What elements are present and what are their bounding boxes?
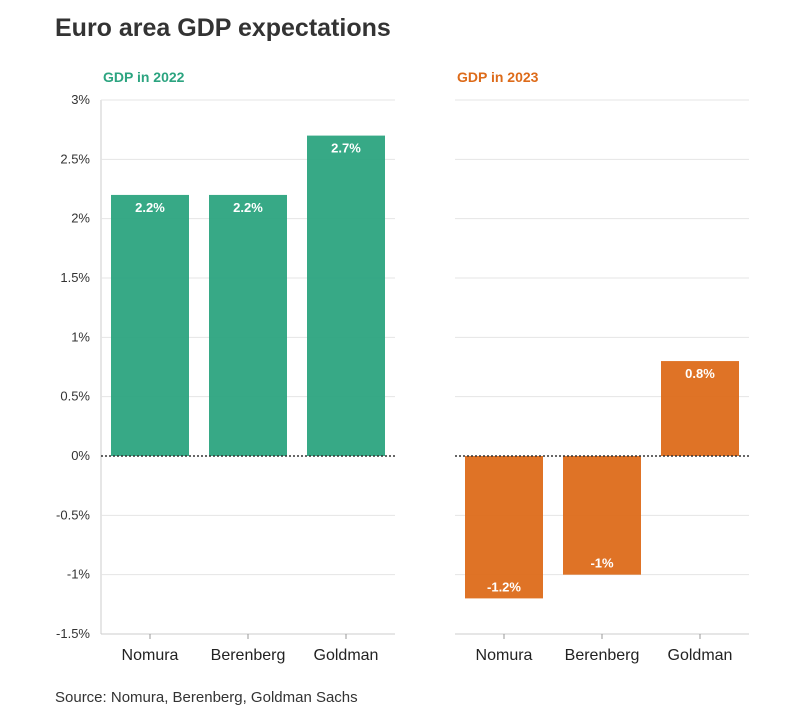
y-tick-label: 1% xyxy=(71,329,90,344)
category-label: Goldman xyxy=(668,647,733,664)
source-note: Source: Nomura, Berenberg, Goldman Sachs xyxy=(55,689,358,706)
y-tick-label: 0.5% xyxy=(60,389,90,404)
bar-goldman xyxy=(661,361,739,456)
y-tick-label: 3% xyxy=(71,92,90,107)
data-label: -1% xyxy=(590,556,614,571)
data-label: 2.7% xyxy=(331,141,361,156)
bar-nomura xyxy=(465,456,543,599)
bar-goldman xyxy=(307,135,385,456)
y-tick-label: 2% xyxy=(71,211,90,226)
data-label: 2.2% xyxy=(135,200,165,215)
y-tick-label: -0.5% xyxy=(56,507,90,522)
bar-nomura xyxy=(111,194,189,456)
category-label: Nomura xyxy=(122,647,179,664)
data-label: 0.8% xyxy=(685,366,715,381)
chart-title: Euro area GDP expectations xyxy=(55,14,391,42)
y-tick-label: 0% xyxy=(71,448,90,463)
data-label: 2.2% xyxy=(233,200,263,215)
category-label: Berenberg xyxy=(211,647,286,664)
data-label: -1.2% xyxy=(487,579,521,594)
y-tick-label: -1% xyxy=(67,567,91,582)
bar-berenberg xyxy=(209,194,287,456)
bar-berenberg xyxy=(563,456,641,575)
category-label: Nomura xyxy=(476,647,533,664)
panel-title: GDP in 2023 xyxy=(457,69,539,85)
y-tick-label: 2.5% xyxy=(60,151,90,166)
category-label: Goldman xyxy=(314,647,379,664)
panel-title: GDP in 2022 xyxy=(103,69,185,85)
y-tick-label: 1.5% xyxy=(60,270,90,285)
y-tick-label: -1.5% xyxy=(56,626,90,641)
category-label: Berenberg xyxy=(565,647,640,664)
